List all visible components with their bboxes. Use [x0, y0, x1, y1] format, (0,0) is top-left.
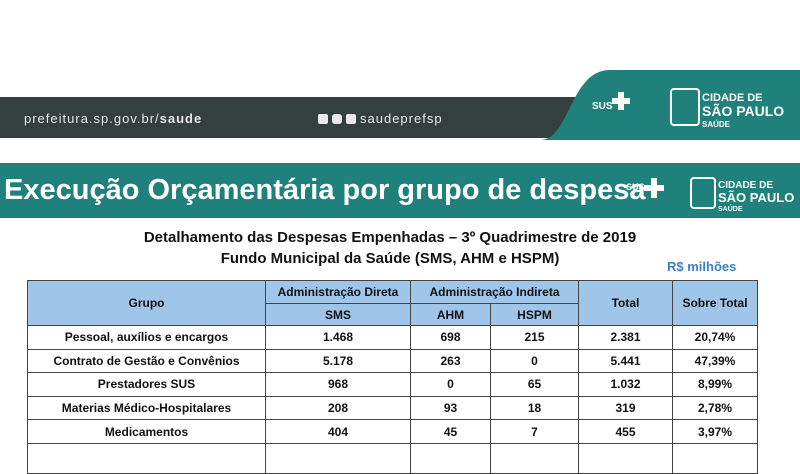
table-cell: [265, 443, 411, 474]
table-cell: 968: [265, 372, 411, 397]
table-cell: 263: [410, 348, 491, 374]
title-bar: [0, 163, 800, 218]
table-cell: [578, 443, 673, 474]
table-cell: [490, 443, 579, 474]
logo-text: CIDADE DE SÃO PAULO SAÚDE: [718, 180, 794, 216]
header-cell: Administração Indireta: [410, 280, 579, 304]
table-cell: 0: [490, 348, 579, 374]
table-cell: 404: [265, 419, 411, 444]
subtitle: Fundo Municipal da Saúde (SMS, AHM e HSP…: [220, 250, 560, 267]
table-cell: 20,74%: [672, 325, 758, 350]
site-url: prefeitura.sp.gov.br/saude: [24, 111, 202, 126]
table-cell: 5.178: [265, 348, 411, 374]
header-cell: Administração Direta: [265, 280, 411, 304]
header-cell: Sobre Total: [672, 280, 758, 326]
table-cell: Pessoal, auxílios e encargos: [27, 325, 266, 350]
table-cell: 0: [410, 372, 491, 397]
logo-line: SÃO PAULO: [702, 103, 785, 119]
table-cell: [27, 443, 266, 474]
table-cell: Prestadores SUS: [27, 372, 266, 397]
table-cell: 3,97%: [672, 419, 758, 444]
logo-text: CIDADE DE SÃO PAULO SAÚDE: [702, 92, 784, 131]
logo-line: SAÚDE: [702, 120, 731, 129]
table-cell: 93: [410, 395, 491, 421]
table-cell: 2.381: [578, 325, 673, 350]
table-cell: 8,99%: [672, 372, 758, 397]
logo-emblem: [670, 88, 700, 126]
table-cell: 698: [410, 325, 491, 350]
sus-text: SUS: [626, 182, 645, 192]
table-cell: 5.441: [578, 348, 673, 374]
header-cell: AHM: [410, 303, 491, 326]
title: Execução Orçamentária por grupo de despe…: [4, 174, 646, 206]
table-cell: 455: [578, 419, 673, 444]
site-prefix: prefeitura.sp.gov.br/: [24, 111, 160, 126]
logo-line: SÃO PAULO: [718, 190, 795, 205]
table-cell: 319: [578, 395, 673, 421]
table-cell: 215: [490, 325, 579, 350]
table-cell: 45: [410, 419, 491, 444]
table-cell: Medicamentos: [27, 419, 266, 444]
social: saudeprefsp: [360, 111, 443, 126]
icon-instagram: [332, 114, 342, 124]
header-cell: Grupo: [27, 280, 266, 326]
table-cell: 1.468: [265, 325, 411, 350]
table-cell: [410, 443, 491, 474]
table-cell: 208: [265, 395, 411, 421]
header-cell: SMS: [265, 303, 411, 326]
subtitle: Detalhamento das Despesas Empenhadas – 3…: [143, 229, 637, 246]
logo-line: SAÚDE: [718, 206, 743, 213]
icon-youtube: [346, 114, 356, 124]
logo-emblem: [690, 177, 716, 209]
table-cell: 2,78%: [672, 395, 758, 421]
table-cell: Materias Médico-Hospitalares: [27, 395, 266, 421]
table-cell: 65: [490, 372, 579, 397]
header-cell: HSPM: [490, 303, 579, 326]
site-bold: saude: [159, 111, 203, 126]
table-cell: Contrato de Gestão e Convênios: [27, 348, 266, 374]
logo-line: CIDADE DE: [718, 180, 774, 191]
logo-line: CIDADE DE: [702, 92, 763, 104]
table-cell: [672, 443, 758, 474]
table-cell: 1.032: [578, 372, 673, 397]
icon-facebook: [318, 114, 328, 124]
sus-plus: [644, 178, 664, 198]
table-cell: 47,39%: [672, 348, 758, 374]
header-cell: Total: [578, 280, 673, 326]
unit: R$ milhões: [667, 259, 737, 274]
sus-text: SUS: [592, 101, 613, 112]
page: prefeitura.sp.gov.br/saude saudeprefsp S…: [0, 70, 800, 474]
table-cell: 18: [490, 395, 579, 421]
table-cell: 7: [490, 419, 579, 444]
